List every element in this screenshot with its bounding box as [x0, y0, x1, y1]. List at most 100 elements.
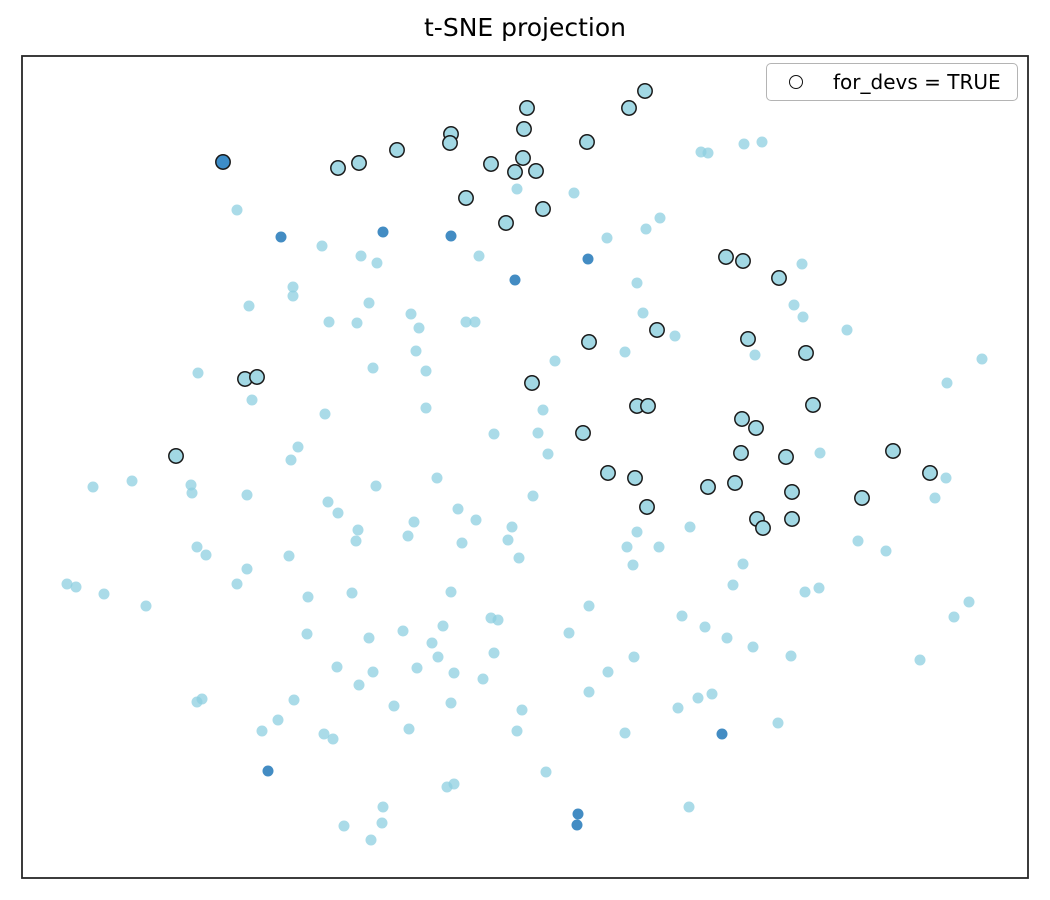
scatter-point — [976, 353, 988, 365]
scatter-point — [272, 714, 284, 726]
scatter-point — [241, 563, 253, 575]
scatter-point — [231, 578, 243, 590]
scatter-point — [602, 666, 614, 678]
scatter-point — [948, 611, 960, 623]
legend-label: for_devs = TRUE — [833, 70, 1001, 94]
scatter-point — [331, 661, 343, 673]
scatter-point — [377, 801, 389, 813]
scatter-point — [191, 541, 203, 553]
scatter-point — [460, 316, 472, 328]
scatter-point — [87, 481, 99, 493]
scatter-point — [880, 545, 892, 557]
scatter-point — [571, 819, 583, 831]
scatter-point — [215, 154, 231, 170]
scatter-point — [376, 817, 388, 829]
scatter-point — [355, 250, 367, 262]
scatter-point — [640, 398, 656, 414]
scatter-point — [246, 394, 258, 406]
scatter-point — [241, 489, 253, 501]
scatter-point — [653, 541, 665, 553]
scatter-point — [408, 516, 420, 528]
scatter-point — [747, 641, 759, 653]
scatter-point — [470, 514, 482, 526]
scatter-point — [528, 163, 544, 179]
scatter-point — [581, 334, 597, 350]
scatter-point — [456, 537, 468, 549]
scatter-point — [805, 397, 821, 413]
scatter-point — [649, 322, 665, 338]
scatter-point — [498, 215, 514, 231]
plot-border — [21, 55, 1029, 879]
scatter-point — [631, 277, 643, 289]
scatter-point — [126, 475, 138, 487]
scatter-point — [292, 441, 304, 453]
scatter-point — [365, 834, 377, 846]
scatter-point — [535, 201, 551, 217]
scatter-point — [469, 316, 481, 328]
legend: for_devs = TRUE — [766, 63, 1018, 101]
scatter-point — [437, 620, 449, 632]
scatter-point — [733, 445, 749, 461]
scatter-point — [363, 297, 375, 309]
scatter-point — [885, 443, 901, 459]
scatter-point — [200, 549, 212, 561]
scatter-point — [262, 765, 274, 777]
scatter-point — [351, 317, 363, 329]
scatter-point — [196, 693, 208, 705]
scatter-point — [488, 428, 500, 440]
scatter-point — [140, 600, 152, 612]
scatter-point — [579, 134, 595, 150]
scatter-point — [716, 728, 728, 740]
scatter-point — [637, 307, 649, 319]
scatter-point — [367, 362, 379, 374]
scatter-point — [448, 778, 460, 790]
scatter-point — [285, 454, 297, 466]
scatter-point — [631, 526, 643, 538]
scatter-point — [639, 499, 655, 515]
scatter-point — [371, 257, 383, 269]
scatter-point — [721, 632, 733, 644]
scatter-point — [628, 651, 640, 663]
scatter-point — [527, 490, 539, 502]
scatter-point — [445, 586, 457, 598]
scatter-point — [511, 725, 523, 737]
scatter-point — [797, 311, 809, 323]
scatter-point — [582, 253, 594, 265]
scatter-point — [727, 579, 739, 591]
scatter-point — [185, 479, 197, 491]
scatter-point — [784, 484, 800, 500]
scatter-point — [507, 164, 523, 180]
scatter-point — [637, 83, 653, 99]
legend-open-circle-icon — [789, 75, 803, 89]
scatter-point — [377, 226, 389, 238]
scatter-point — [70, 581, 82, 593]
scatter-point — [583, 686, 595, 698]
scatter-point — [431, 472, 443, 484]
scatter-point — [432, 651, 444, 663]
scatter-point — [963, 596, 975, 608]
scatter-point — [619, 727, 631, 739]
scatter-point — [458, 190, 474, 206]
scatter-point — [186, 487, 198, 499]
scatter-point — [922, 465, 938, 481]
scatter-point — [410, 345, 422, 357]
scatter-point — [353, 679, 365, 691]
scatter-point — [672, 702, 684, 714]
scatter-point — [488, 647, 500, 659]
scatter-point — [684, 521, 696, 533]
scatter-point — [249, 369, 265, 385]
scatter-point — [583, 600, 595, 612]
scatter-point — [798, 345, 814, 361]
scatter-point — [301, 628, 313, 640]
scatter-point — [799, 586, 811, 598]
scatter-point — [749, 349, 761, 361]
scatter-point — [473, 250, 485, 262]
scatter-point — [316, 240, 328, 252]
scatter-point — [302, 591, 314, 603]
scatter-point — [727, 475, 743, 491]
scatter-point — [511, 183, 523, 195]
scatter-point — [702, 147, 714, 159]
scatter-point — [699, 621, 711, 633]
